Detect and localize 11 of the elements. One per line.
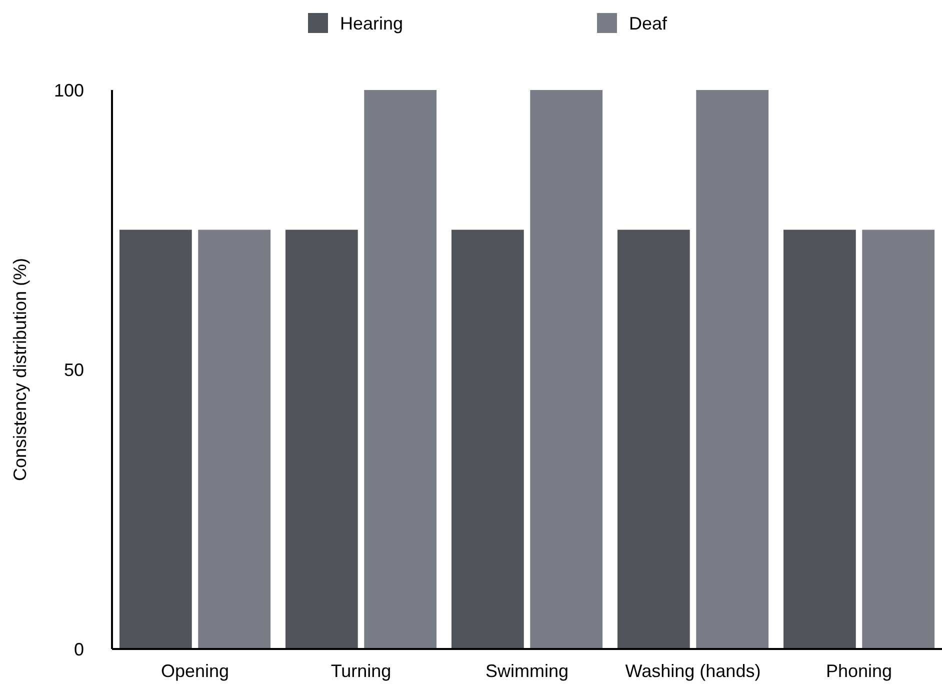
x-tick-label: Phoning bbox=[826, 661, 892, 681]
y-tick-label: 50 bbox=[64, 360, 84, 380]
x-tick-label: Opening bbox=[160, 661, 230, 681]
y-axis-title: Consistency distribution (%) bbox=[10, 258, 30, 482]
y-tick-label: 100 bbox=[54, 80, 84, 100]
x-tick-label: Swimming bbox=[485, 661, 569, 681]
legend-label: Deaf bbox=[629, 13, 668, 34]
x-tick-label: Turning bbox=[330, 661, 392, 681]
x-tick-label: Washing (hands) bbox=[625, 661, 761, 681]
legend-label: Hearing bbox=[340, 13, 404, 34]
y-tick-label: 0 bbox=[74, 639, 84, 660]
